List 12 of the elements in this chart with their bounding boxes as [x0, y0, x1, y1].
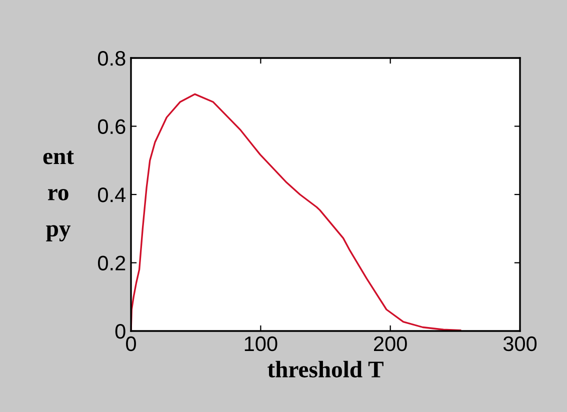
y-axis-title: ent ro py	[43, 150, 74, 242]
y-tick-label: 0.8	[98, 51, 126, 66]
y-tick-label: 0	[115, 324, 126, 339]
y-tick-label: 0.6	[98, 119, 126, 134]
y-tick-label: 0.2	[98, 256, 126, 271]
x-tick-label: 200	[374, 336, 407, 352]
x-tick-label: 300	[503, 336, 537, 352]
x-tick-label: 0	[126, 336, 136, 352]
y-tick-label: 0.4	[98, 188, 126, 202]
x-tick-label: 100	[244, 336, 278, 352]
line-series	[131, 93, 462, 331]
x-axis-title: threshold T	[268, 360, 384, 378]
